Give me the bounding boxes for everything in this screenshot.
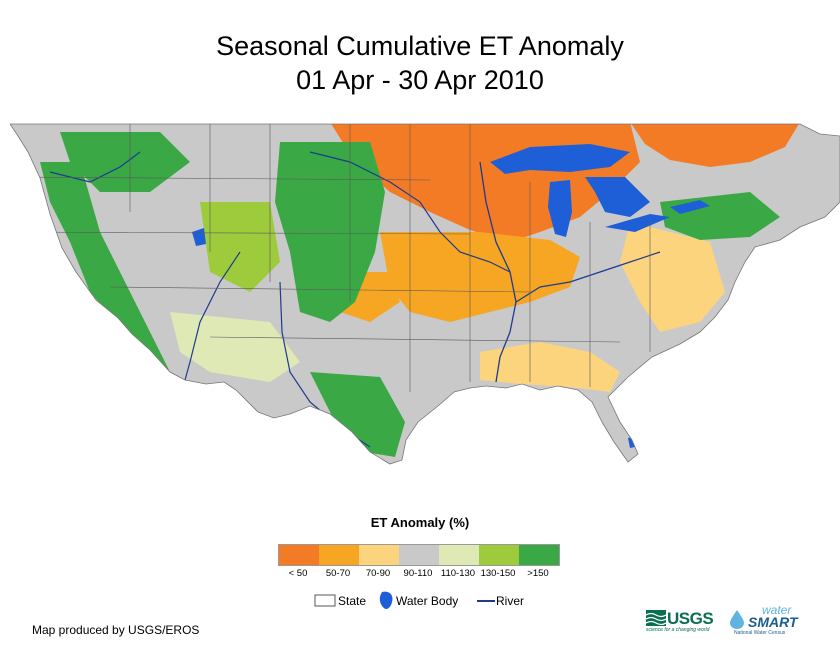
water-drop-icon	[730, 610, 744, 629]
legend-swatch-130-150	[479, 545, 519, 565]
legend-title: ET Anomaly (%)	[370, 515, 470, 530]
us-outline	[10, 123, 840, 465]
water-body-legend-icon	[379, 591, 393, 610]
usgs-wave-icon	[646, 610, 666, 626]
surplus-region-westcoast	[40, 162, 170, 372]
surplus-region-texas	[310, 372, 405, 457]
legend-label: 130-150	[480, 568, 516, 579]
surplus-region-mid	[200, 202, 280, 292]
legend-label: < 50	[288, 568, 308, 579]
deficit-region-southeast	[480, 342, 620, 392]
legend-label: 70-90	[365, 568, 391, 579]
watersmart-water-text: water	[762, 603, 792, 617]
usgs-wordmark: USGS	[667, 609, 714, 628]
ohio-river	[515, 251, 661, 303]
lake-huron	[585, 177, 650, 217]
legend-swatch-70-90	[359, 545, 399, 565]
legend-label: 90-110	[403, 568, 433, 579]
watersmart-smart-text: SMART	[748, 614, 798, 630]
legend-label: >150	[527, 568, 549, 579]
state-boundaries	[10, 124, 651, 392]
legend-color-bar	[278, 544, 560, 566]
water-body-legend-label: Water Body	[396, 594, 459, 608]
et-anomaly-map	[10, 123, 840, 465]
river-legend-label: River	[496, 594, 525, 608]
lake-ontario	[670, 200, 710, 214]
colorado-river	[184, 251, 241, 381]
legend-swatch-gt150	[519, 545, 559, 565]
surplus-region-rockies	[275, 142, 385, 322]
map-title: Seasonal Cumulative ET Anomaly	[216, 31, 624, 61]
great-salt-lake	[192, 228, 206, 246]
deficit-region-east	[620, 222, 725, 332]
state-legend-label: State	[338, 594, 367, 608]
watersmart-logo: water SMART National Water Census	[728, 603, 812, 638]
watersmart-subtitle: National Water Census	[734, 630, 786, 636]
legend-swatch-90-110	[399, 545, 439, 565]
lake-erie	[605, 214, 670, 232]
missouri-river	[309, 151, 511, 273]
deficit-region-northeast	[630, 124, 800, 167]
river-legend-icon	[477, 600, 495, 602]
lake-superior	[490, 144, 630, 174]
lake-michigan	[548, 180, 572, 237]
legend-label: 110-130	[440, 568, 476, 579]
map-date-range: 01 Apr - 30 Apr 2010	[296, 65, 544, 95]
mississippi-river	[479, 161, 517, 383]
legend-swatch-lt50	[279, 545, 319, 565]
usgs-logo: USGS science for a changing world	[646, 608, 726, 636]
surplus-region-northwest	[60, 132, 190, 192]
map-credit: Map produced by USGS/EROS	[32, 623, 200, 637]
lake-okeechobee	[628, 436, 640, 448]
usgs-tagline: science for a changing world	[646, 627, 710, 633]
legend-swatch-50-70	[319, 545, 359, 565]
surplus-region-south	[170, 312, 300, 382]
state-legend-icon	[314, 594, 336, 607]
legend-swatch-110-130	[439, 545, 479, 565]
legend-label: 50-70	[325, 568, 351, 579]
